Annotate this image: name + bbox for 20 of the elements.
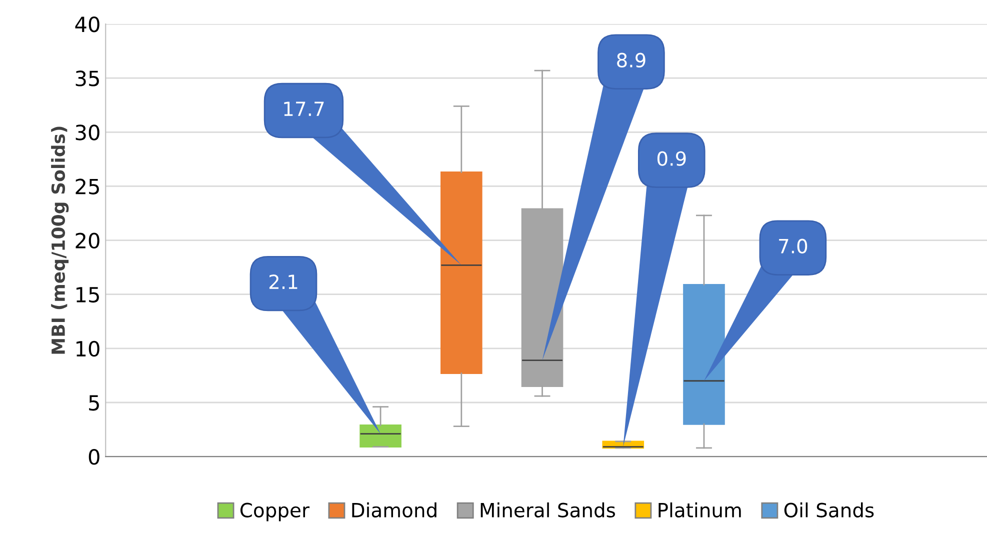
legend-label: Mineral Sands: [480, 502, 616, 518]
annotation: 17.7: [284, 102, 324, 116]
y-tick-label: 40: [75, 16, 100, 32]
annotation: 0.9: [657, 151, 686, 166]
legend-label: Diamond: [352, 502, 436, 518]
y-tick-label: 5: [89, 395, 99, 411]
y-tick-label: 25: [76, 178, 99, 194]
y-tick-label: 30: [76, 124, 100, 140]
annotation: 8.9: [617, 52, 646, 68]
y-axis-title: MBI (meq/100g Solids): [51, 126, 69, 354]
annotation: 2.1: [269, 274, 298, 289]
y-tick-label: 20: [76, 232, 100, 249]
y-tick-label: 10: [76, 340, 100, 357]
y-tick-label: 35: [76, 70, 99, 86]
y-tick-label: 0: [88, 449, 100, 465]
legend-label: Copper: [240, 502, 310, 522]
annotation: 7.0: [779, 238, 808, 254]
legend-label: Platinum: [658, 502, 741, 518]
legend-label: Oil Sands: [784, 502, 874, 518]
y-tick-label: 15: [76, 287, 99, 303]
